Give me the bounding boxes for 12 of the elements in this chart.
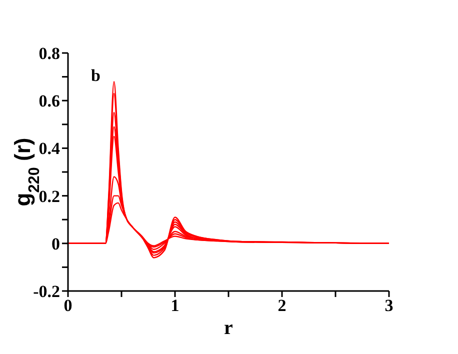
y-tick-label: 0.4: [38, 139, 60, 158]
x-tick-label: 1: [170, 296, 180, 316]
x-axis-title: r: [224, 317, 234, 339]
y-tick-label: -0.2: [33, 282, 60, 302]
y-tick-label: 0.6: [38, 92, 60, 111]
y-tick-label: 0.2: [38, 186, 60, 206]
x-tick-label: 0: [64, 296, 72, 316]
y-tick-label: 0: [52, 234, 60, 254]
x-tick-label: 3: [384, 296, 394, 316]
x-tick-label: 2: [278, 296, 286, 316]
y-tick-label: 0.8: [38, 44, 60, 64]
annotation: b: [91, 66, 100, 86]
